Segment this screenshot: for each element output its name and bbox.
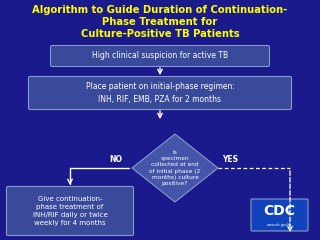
Text: High clinical suspicion for active TB: High clinical suspicion for active TB [92,52,228,60]
Text: Is
specimen
collected at end
of initial phase (2
months) culture
positive?: Is specimen collected at end of initial … [149,150,201,186]
Text: www.cdc.gov/tb: www.cdc.gov/tb [267,223,292,227]
FancyBboxPatch shape [251,199,308,231]
Text: Algorithm to Guide Duration of Continuation-: Algorithm to Guide Duration of Continuat… [32,5,288,15]
Polygon shape [132,134,218,202]
Text: YES: YES [222,156,238,164]
Text: Culture-Positive TB Patients: Culture-Positive TB Patients [81,29,239,39]
FancyBboxPatch shape [51,46,269,66]
Text: NO: NO [109,156,122,164]
FancyBboxPatch shape [6,186,133,235]
Text: Place patient on initial-phase regimen:
INH, RIF, EMB, PZA for 2 months: Place patient on initial-phase regimen: … [85,82,235,104]
FancyBboxPatch shape [28,77,292,109]
Text: Phase Treatment for: Phase Treatment for [102,17,218,27]
Text: CDC: CDC [263,204,295,218]
Text: Give continuation-
phase treatment of
INH/RIF daily or twice
weekly for 4 months: Give continuation- phase treatment of IN… [33,196,108,226]
